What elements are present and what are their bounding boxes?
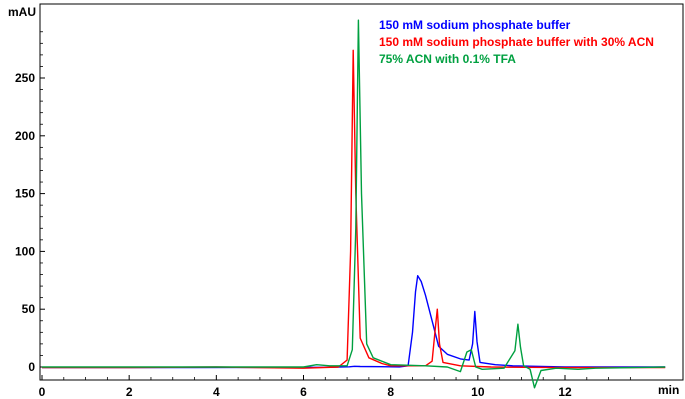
y-tick-label: 0: [28, 360, 35, 374]
y-tick-label: 150: [15, 187, 35, 201]
y-tick-label: 100: [15, 244, 35, 258]
legend-entry-2: 150 mM sodium phosphate buffer with 30% …: [379, 35, 654, 49]
y-axis-label: mAU: [8, 5, 36, 19]
x-tick-label: 8: [387, 385, 394, 399]
x-tick-label: 2: [126, 385, 133, 399]
y-tick-label: 200: [15, 129, 35, 143]
series-layer: [42, 19, 666, 389]
plot-frame: [39, 3, 684, 381]
y-tick-label: 250: [15, 71, 35, 85]
legend: 150 mM sodium phosphate buffer 150 mM sod…: [379, 18, 654, 66]
x-tick-label: 12: [558, 385, 572, 399]
series-line-2: [42, 49, 666, 369]
x-tick-label: 10: [471, 385, 485, 399]
axes: 0 50 100 150 200 250 0 2 4 6 8 10 12: [15, 31, 631, 399]
legend-entry-3: 75% ACN with 0.1% TFA: [379, 52, 516, 66]
x-tick-label: 0: [39, 385, 46, 399]
legend-entry-1: 150 mM sodium phosphate buffer: [379, 18, 571, 32]
x-axis-label: min: [658, 383, 679, 397]
x-tick-label: 6: [300, 385, 307, 399]
series-line-1: [42, 275, 666, 369]
series-line-3: [42, 19, 666, 389]
plot-border: [39, 3, 684, 381]
y-tick-label: 50: [22, 302, 36, 316]
x-tick-label: 4: [213, 385, 220, 399]
